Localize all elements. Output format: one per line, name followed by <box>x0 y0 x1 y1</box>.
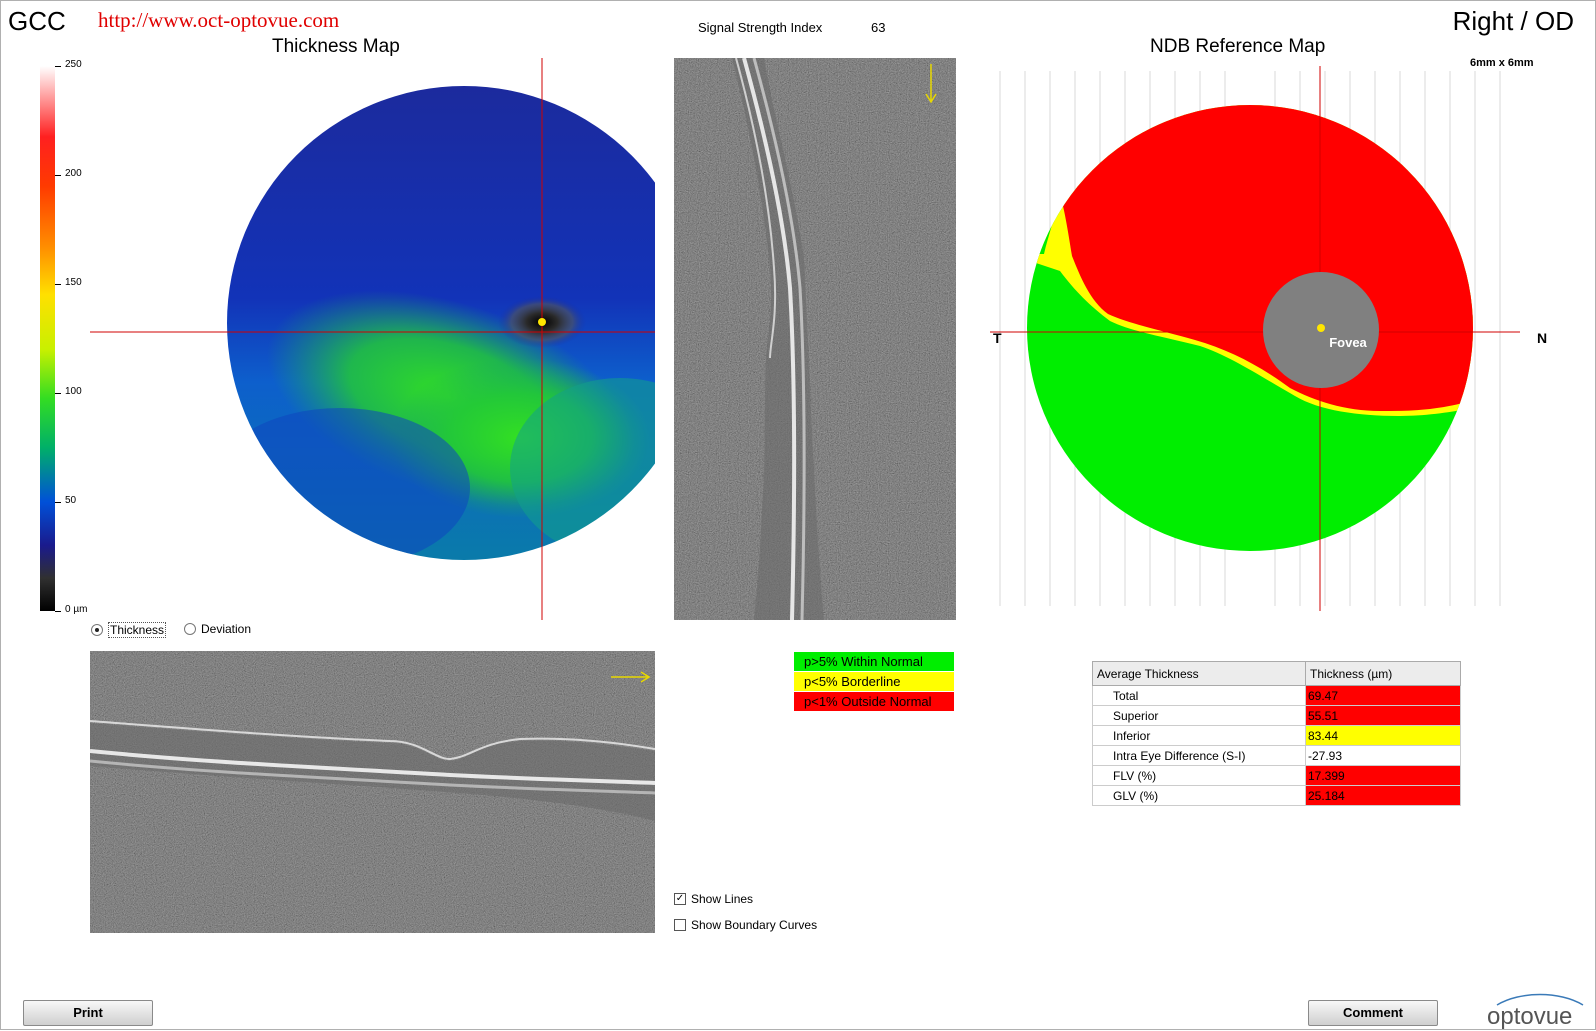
row-value: -27.93 <box>1305 745 1461 766</box>
thickness-radio-dot[interactable] <box>91 624 103 636</box>
ndb-map-title: NDB Reference Map <box>1150 36 1326 57</box>
table-header-row: Average Thickness Thickness (µm) <box>1092 661 1461 686</box>
scale-label-100: 100 <box>65 386 82 397</box>
row-value: 25.184 <box>1305 785 1461 806</box>
show-lines-check-icon[interactable]: ✓ <box>674 893 686 905</box>
row-label: Inferior <box>1092 725 1306 746</box>
show-lines-label[interactable]: Show Lines <box>691 892 754 906</box>
fovea-label: Fovea <box>1329 335 1367 350</box>
eye-label: Right / OD <box>1452 6 1574 36</box>
thickness-map-title: Thickness Map <box>272 36 400 57</box>
logo-swoosh-icon <box>1496 993 1584 1006</box>
thickness-color-scale <box>40 66 55 611</box>
vertical-bscan[interactable] <box>674 58 956 620</box>
row-label: FLV (%) <box>1092 765 1306 786</box>
scale-label-150: 150 <box>65 277 82 288</box>
show-lines-checkbox[interactable]: ✓ Show Lines <box>674 892 753 906</box>
row-label: GLV (%) <box>1092 785 1306 806</box>
thickness-radio-label[interactable]: Thickness <box>108 622 167 638</box>
optovue-logo: optovue <box>1487 1003 1573 1030</box>
scan-size: 6mm x 6mm <box>1470 57 1534 69</box>
legend-within-normal: p>5% Within Normal <box>794 652 954 671</box>
signal-strength-label: Signal Strength Index <box>698 20 823 35</box>
table-row: Superior 55.51 <box>1092 705 1461 726</box>
legend-outside-normal: p<1% Outside Normal <box>794 692 954 711</box>
show-boundary-label[interactable]: Show Boundary Curves <box>691 918 818 932</box>
deviation-radio[interactable]: Deviation <box>184 622 251 636</box>
thickness-map[interactable] <box>90 58 655 620</box>
scale-label-200: 200 <box>65 168 82 179</box>
row-value: 17.399 <box>1305 765 1461 786</box>
row-value: 55.51 <box>1305 705 1461 726</box>
ndb-reference-map[interactable] <box>990 66 1550 611</box>
signal-strength-value: 63 <box>871 20 886 35</box>
table-row: FLV (%) 17.399 <box>1092 765 1461 786</box>
thickness-radio[interactable]: Thickness <box>91 622 167 638</box>
scale-label-0: 0 µm <box>65 604 88 615</box>
website-url[interactable]: http://www.oct-optovue.com <box>98 8 340 32</box>
horizontal-bscan[interactable] <box>90 651 655 933</box>
show-boundary-check-icon[interactable] <box>674 919 686 931</box>
show-boundary-curves-checkbox[interactable]: Show Boundary Curves <box>674 918 817 932</box>
row-value: 69.47 <box>1305 685 1461 706</box>
row-label: Intra Eye Difference (S-I) <box>1092 745 1306 766</box>
temporal-label: T <box>993 330 1002 346</box>
print-button[interactable]: Print <box>23 1000 153 1026</box>
table-row: Inferior 83.44 <box>1092 725 1461 746</box>
column-header-thickness: Thickness (µm) <box>1305 661 1461 686</box>
scale-label-250: 250 <box>65 59 82 70</box>
row-label: Superior <box>1092 705 1306 726</box>
legend-borderline: p<5% Borderline <box>794 672 954 691</box>
nasal-label: N <box>1537 330 1548 346</box>
column-header-average-thickness: Average Thickness <box>1092 661 1306 686</box>
scale-label-50: 50 <box>65 495 77 506</box>
deviation-radio-dot[interactable] <box>184 623 196 635</box>
deviation-radio-label[interactable]: Deviation <box>201 622 252 636</box>
fovea-marker <box>538 318 546 326</box>
report-title: GCC <box>8 6 66 36</box>
average-thickness-table: Average Thickness Thickness (µm) Total 69… <box>1092 661 1461 806</box>
table-row: Total 69.47 <box>1092 685 1461 706</box>
table-row: Intra Eye Difference (S-I) -27.93 <box>1092 745 1461 766</box>
row-value: 83.44 <box>1305 725 1461 746</box>
row-label: Total <box>1092 685 1306 706</box>
comment-button[interactable]: Comment <box>1308 1000 1438 1026</box>
table-row: GLV (%) 25.184 <box>1092 785 1461 806</box>
